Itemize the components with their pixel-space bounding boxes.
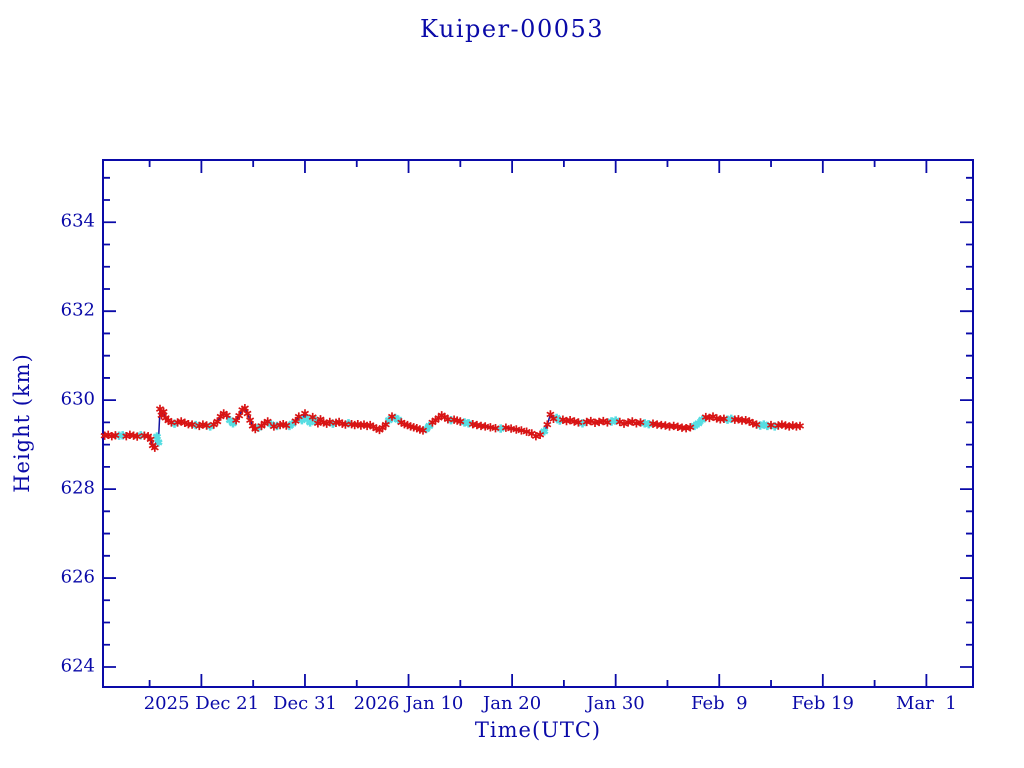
red-asterisk-marker bbox=[111, 431, 120, 440]
red-asterisk-marker bbox=[300, 409, 310, 418]
red-asterisk-marker bbox=[308, 412, 317, 422]
red-asterisk-marker bbox=[795, 421, 805, 431]
y-tick-label: 626 bbox=[60, 566, 95, 588]
y-axis-title: Height (km) bbox=[10, 353, 34, 493]
red-asterisk-marker bbox=[146, 435, 155, 444]
red-asterisk-marker bbox=[531, 432, 540, 441]
cyan-asterisk-marker bbox=[539, 427, 549, 436]
x-tick-label: Feb 9 bbox=[690, 693, 748, 714]
red-asterisk-marker bbox=[543, 420, 552, 429]
red-asterisk-marker bbox=[235, 411, 244, 420]
x-tick-label: Feb 19 bbox=[791, 693, 854, 714]
red-asterisk-marker bbox=[636, 418, 645, 427]
red-asterisk-marker bbox=[752, 420, 761, 429]
plot-frame bbox=[102, 159, 974, 688]
red-asterisk-marker bbox=[246, 416, 255, 425]
red-asterisk-marker bbox=[243, 409, 252, 418]
y-tick-label: 632 bbox=[60, 299, 95, 321]
data-series-red bbox=[100, 404, 805, 452]
red-asterisk-marker bbox=[150, 443, 159, 452]
red-asterisk-marker bbox=[443, 415, 452, 424]
red-asterisk-marker bbox=[202, 421, 211, 430]
x-tick-label: Dec 31 bbox=[273, 693, 337, 714]
x-tick-label: Jan 20 bbox=[483, 693, 542, 714]
red-asterisk-marker bbox=[341, 420, 350, 429]
red-asterisk-marker bbox=[325, 417, 334, 427]
x-axis-title: Time(UTC) bbox=[474, 718, 602, 742]
red-asterisk-marker bbox=[686, 423, 695, 432]
red-asterisk-marker bbox=[269, 422, 278, 431]
red-asterisk-marker bbox=[766, 420, 776, 430]
red-asterisk-marker bbox=[188, 420, 197, 429]
red-asterisk-marker bbox=[603, 418, 612, 427]
cyan-asterisk-marker bbox=[154, 438, 163, 447]
red-asterisk-marker bbox=[381, 420, 390, 429]
y-tick-label: 634 bbox=[60, 210, 95, 232]
red-asterisk-marker bbox=[251, 424, 260, 434]
x-tick-label: Jan 30 bbox=[586, 693, 645, 714]
red-asterisk-marker bbox=[456, 417, 465, 426]
red-asterisk-marker bbox=[549, 414, 558, 423]
y-tick-label: 624 bbox=[60, 655, 95, 677]
red-asterisk-marker bbox=[159, 407, 168, 416]
y-tick-label: 628 bbox=[60, 477, 95, 499]
tick-marks bbox=[103, 160, 973, 687]
red-asterisk-marker bbox=[387, 412, 397, 421]
x-tick-label: 2026 Jan 10 bbox=[353, 693, 464, 714]
red-asterisk-marker bbox=[491, 424, 500, 433]
red-asterisk-marker bbox=[222, 411, 231, 420]
red-asterisk-marker bbox=[418, 426, 428, 435]
red-asterisk-marker bbox=[133, 432, 142, 441]
red-asterisk-marker bbox=[209, 420, 218, 429]
chart-title: Kuiper-00053 bbox=[419, 15, 605, 43]
x-tick-label: Mar 1 bbox=[896, 693, 957, 714]
red-asterisk-marker bbox=[719, 414, 728, 423]
y-tick-label: 630 bbox=[60, 388, 95, 410]
red-asterisk-marker bbox=[517, 426, 526, 435]
red-asterisk-marker bbox=[574, 418, 583, 427]
red-asterisk-marker bbox=[263, 417, 272, 426]
red-asterisk-marker bbox=[522, 427, 531, 436]
red-asterisk-marker bbox=[536, 430, 545, 439]
x-tick-label: 2025 Dec 21 bbox=[143, 693, 260, 714]
red-asterisk-marker bbox=[282, 421, 291, 430]
